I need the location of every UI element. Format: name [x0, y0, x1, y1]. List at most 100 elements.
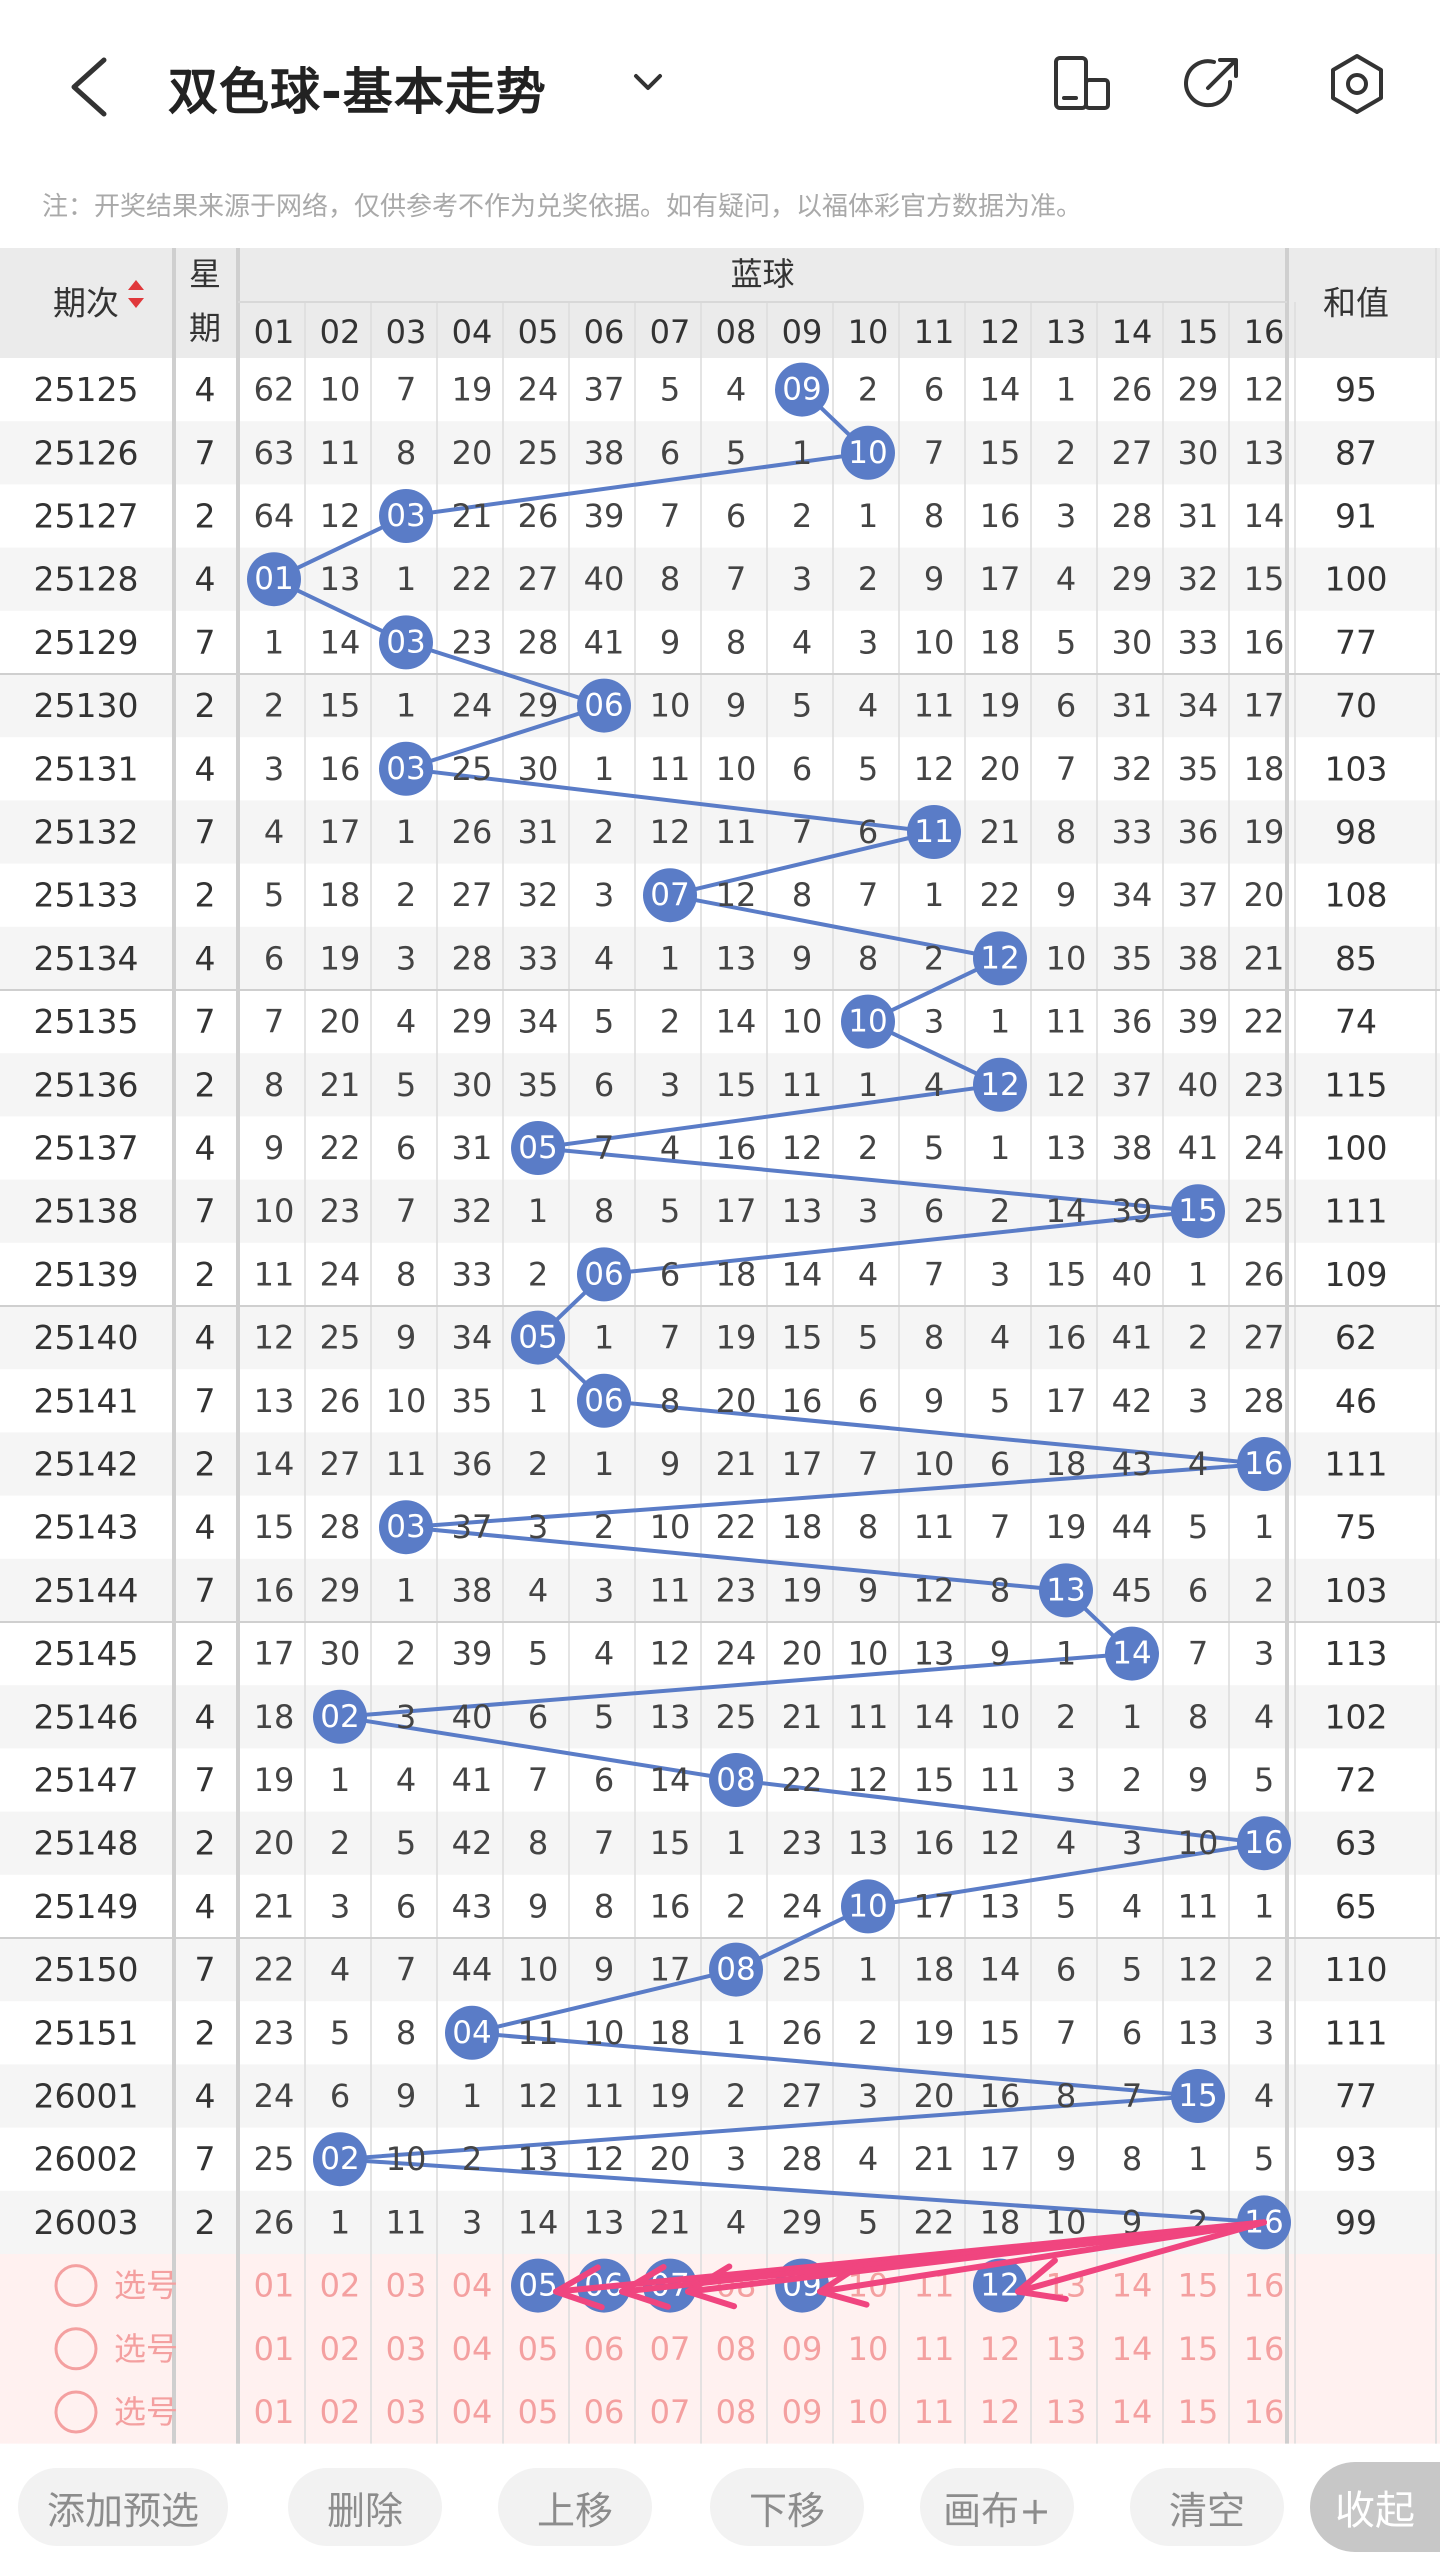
picked-ball[interactable] [511, 2258, 565, 2313]
select-number[interactable]: 12 [980, 2330, 1021, 2368]
picked-ball-number[interactable]: 12 [980, 2268, 1019, 2304]
select-number[interactable]: 15 [1178, 2330, 1219, 2368]
omission-cell: 4 [1188, 1445, 1208, 1483]
omission-cell: 32 [452, 1192, 493, 1230]
select-number[interactable]: 11 [914, 2393, 955, 2431]
select-number[interactable]: 05 [518, 2393, 559, 2431]
sort-up-icon[interactable] [128, 280, 144, 290]
picked-ball-number[interactable]: 05 [518, 2268, 557, 2304]
page-title[interactable]: 双色球-基本走势 [168, 63, 547, 121]
omission-cell: 27 [452, 876, 493, 914]
omission-cell: 31 [1178, 497, 1219, 535]
select-number[interactable]: 10 [848, 2330, 889, 2368]
canvas-plus-button[interactable]: 画布+ [920, 2468, 1074, 2546]
omission-cell: 3 [1122, 1824, 1142, 1862]
omission-cell: 7 [924, 1255, 944, 1293]
select-number[interactable]: 16 [1244, 2330, 1285, 2368]
period-header[interactable]: 期次 [53, 284, 119, 323]
omission-cell: 12 [584, 2140, 625, 2178]
omission-cell: 28 [1244, 1382, 1285, 1420]
select-number[interactable]: 02 [320, 2393, 361, 2431]
number-header: 05 [518, 313, 559, 351]
select-number[interactable]: 09 [782, 2393, 823, 2431]
select-number[interactable]: 01 [254, 2393, 295, 2431]
select-number[interactable]: 06 [584, 2393, 625, 2431]
omission-cell: 8 [1188, 1698, 1208, 1736]
chevron-down-icon[interactable] [628, 62, 668, 102]
select-number[interactable]: 04 [452, 2393, 493, 2431]
select-number[interactable]: 05 [518, 2330, 559, 2368]
delete-button[interactable]: 删除 [288, 2468, 442, 2546]
select-number[interactable]: 02 [320, 2267, 361, 2305]
select-number[interactable]: 01 [254, 2330, 295, 2368]
select-label[interactable]: 选号 [114, 2393, 178, 2431]
select-number[interactable]: 14 [1112, 2267, 1153, 2305]
select-number[interactable]: 07 [650, 2393, 691, 2431]
blue-ball [511, 1310, 565, 1365]
back-arrow-icon[interactable] [62, 52, 122, 122]
period-cell: 25133 [34, 876, 139, 915]
select-number[interactable]: 13 [1046, 2330, 1087, 2368]
picked-ball[interactable] [973, 2258, 1027, 2313]
omission-cell: 1 [792, 434, 812, 472]
blue-ball-header: 蓝球 [730, 255, 794, 293]
select-number[interactable]: 10 [848, 2393, 889, 2431]
select-number[interactable]: 15 [1178, 2393, 1219, 2431]
select-number[interactable]: 15 [1178, 2267, 1219, 2305]
add-preselect-button[interactable]: 添加预选 [18, 2468, 228, 2546]
select-number[interactable]: 03 [386, 2267, 427, 2305]
omission-cell: 16 [716, 1129, 757, 1167]
select-number[interactable]: 16 [1244, 2267, 1285, 2305]
select-number[interactable]: 08 [716, 2330, 757, 2368]
select-number[interactable]: 01 [254, 2267, 295, 2305]
omission-cell: 37 [452, 1508, 493, 1546]
week-cell: 4 [195, 2077, 216, 2116]
select-number[interactable]: 04 [452, 2267, 493, 2305]
select-number[interactable]: 14 [1112, 2330, 1153, 2368]
select-radio[interactable] [54, 2327, 98, 2371]
move-up-button[interactable]: 上移 [498, 2468, 652, 2546]
omission-cell: 4 [660, 1129, 680, 1167]
sum-cell: 100 [1325, 560, 1388, 599]
sum-cell: 111 [1325, 2013, 1388, 2052]
select-label[interactable]: 选号 [114, 2267, 178, 2305]
move-down-button[interactable]: 下移 [710, 2468, 864, 2546]
select-number[interactable]: 09 [782, 2330, 823, 2368]
select-number[interactable]: 03 [386, 2330, 427, 2368]
select-radio[interactable] [54, 2390, 98, 2434]
blue-ball [445, 2005, 499, 2060]
select-number[interactable]: 04 [452, 2330, 493, 2368]
omission-cell: 24 [254, 2077, 295, 2115]
select-number[interactable]: 13 [1046, 2393, 1087, 2431]
sum-cell: 115 [1325, 1065, 1388, 1104]
collapse-button[interactable]: 收起 [1310, 2462, 1440, 2552]
sum-cell: 95 [1335, 370, 1377, 409]
select-radio[interactable] [54, 2264, 98, 2308]
share-icon[interactable] [1180, 52, 1244, 116]
sort-down-icon[interactable] [128, 298, 144, 308]
clear-button[interactable]: 清空 [1130, 2468, 1284, 2546]
select-number[interactable]: 11 [914, 2330, 955, 2368]
select-number[interactable]: 02 [320, 2330, 361, 2368]
omission-cell: 10 [914, 623, 955, 661]
blue-ball-number: 05 [518, 1130, 557, 1166]
week-cell: 7 [195, 2140, 216, 2179]
omission-cell: 19 [782, 1571, 823, 1609]
blue-ball [379, 489, 433, 543]
omission-cell: 3 [396, 939, 416, 977]
omission-cell: 9 [660, 623, 680, 661]
select-number[interactable]: 14 [1112, 2393, 1153, 2431]
select-number[interactable]: 08 [716, 2393, 757, 2431]
week-cell: 4 [195, 1887, 216, 1926]
select-number[interactable]: 06 [584, 2330, 625, 2368]
select-number[interactable]: 16 [1244, 2393, 1285, 2431]
omission-cell: 20 [452, 434, 493, 472]
select-number[interactable]: 12 [980, 2393, 1021, 2431]
select-label[interactable]: 选号 [114, 2330, 178, 2368]
select-number[interactable]: 03 [386, 2393, 427, 2431]
layout-toggle-icon[interactable] [1050, 52, 1114, 116]
settings-gear-icon[interactable] [1325, 52, 1389, 116]
select-number[interactable]: 07 [650, 2330, 691, 2368]
number-header: 07 [650, 313, 691, 351]
omission-cell: 15 [914, 1761, 955, 1799]
